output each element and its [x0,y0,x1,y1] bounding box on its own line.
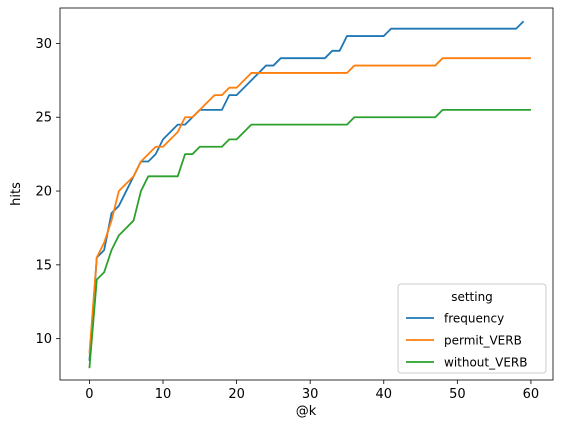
y-tick-label: 10 [35,332,52,347]
x-tick-label: 20 [228,387,245,402]
x-tick-label: 60 [523,387,540,402]
legend-box [397,283,547,374]
series-line-without-verb [88,108,531,369]
x-tick-label: 50 [449,387,466,402]
series-line-frequency [88,20,525,361]
y-tick-label: 30 [35,37,52,52]
legend-label: without_VERB [444,356,527,370]
plot-frame [59,7,554,381]
legend-label: permit_VERB [444,334,522,348]
x-axis-ticks: 0 10 20 30 40 50 60 [85,380,539,402]
x-axis-label: @k [296,404,317,419]
legend-title: setting [451,290,493,304]
y-axis-label: hits [9,182,24,206]
x-tick-label: 30 [302,387,319,402]
legend-label: frequency [444,312,504,326]
y-tick-label: 15 [35,258,52,273]
series-line-permit-verb [88,57,531,354]
x-tick-label: 40 [375,387,392,402]
legend: setting frequency permit_VERB without_VERB [397,283,547,374]
y-axis-ticks: 10 15 20 25 30 [35,37,60,347]
y-tick-label: 25 [35,111,52,126]
x-tick-label: 10 [155,387,172,402]
y-tick-label: 20 [35,185,52,200]
series-layer [88,20,531,369]
x-tick-label: 0 [85,387,93,402]
